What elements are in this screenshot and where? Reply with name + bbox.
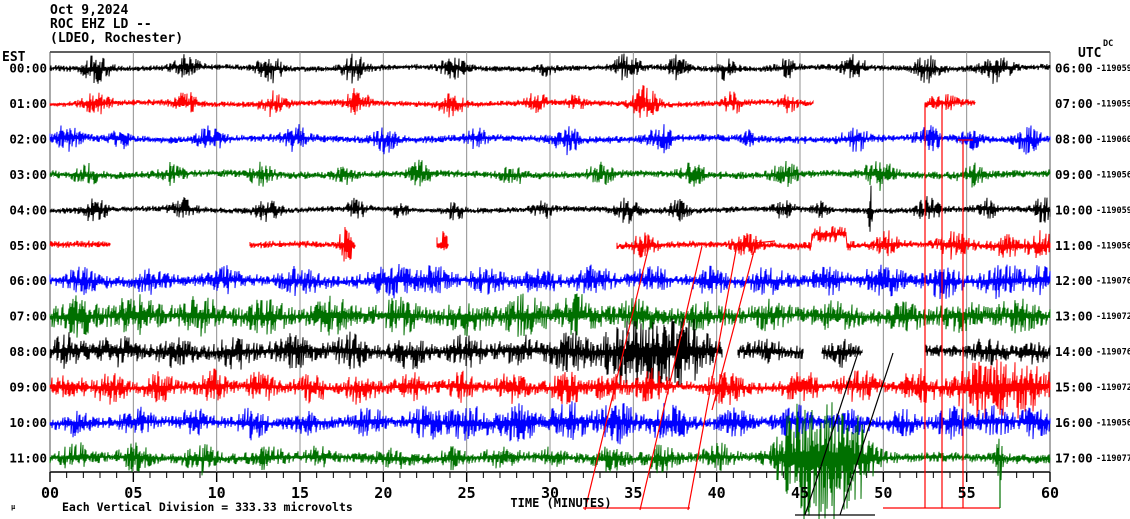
utc-time-label: 16:00	[1055, 415, 1093, 430]
trace-wrap-artifact	[711, 239, 758, 411]
dc-offset-value: -1190722	[1096, 312, 1130, 322]
dc-offset-value: -1190771	[1096, 454, 1130, 464]
dc-offset-value: -1190764	[1096, 277, 1130, 287]
x-tick-label: 00	[41, 484, 59, 502]
dc-column-label: DC	[1103, 39, 1113, 49]
dc-offset-value: -1190608	[1096, 135, 1130, 145]
trace-layer	[49, 53, 1051, 519]
x-tick-label: 25	[458, 484, 476, 502]
x-tick-label: 15	[291, 484, 309, 502]
trace-wrap-artifact	[687, 244, 738, 511]
est-time-label: 09:00	[9, 380, 47, 395]
est-time-label: 03:00	[9, 167, 47, 182]
utc-time-label: 12:00	[1055, 273, 1093, 288]
x-tick-label: 35	[624, 484, 642, 502]
utc-time-label: 15:00	[1055, 380, 1093, 395]
est-time-label: 06:00	[9, 273, 47, 288]
utc-time-label: 13:00	[1055, 309, 1093, 324]
dc-offset-value: -1190727	[1096, 383, 1130, 393]
right-axis-label: UTC	[1078, 46, 1101, 61]
dc-offset-value: -1190769	[1096, 348, 1130, 358]
x-tick-label: 55	[958, 484, 976, 502]
footer-scale-note: Each Vertical Division = 333.33 microvol…	[62, 500, 353, 514]
trace-row-0600	[49, 263, 1051, 300]
dc-offset-value: -1190591	[1096, 99, 1130, 109]
trace-row-0800	[821, 338, 863, 368]
trace-row-1100	[49, 402, 1051, 519]
trace-row-1000	[49, 401, 1051, 445]
trace-row-0500	[616, 226, 1051, 260]
artifact-layer	[583, 104, 1001, 516]
x-axis-title: TIME (MINUTES)	[510, 496, 611, 510]
x-tick-label: 10	[208, 484, 226, 502]
utc-time-label: 09:00	[1055, 167, 1093, 182]
est-time-label: 01:00	[9, 96, 47, 111]
est-time-label: 10:00	[9, 415, 47, 430]
x-tick-label: 30	[541, 484, 559, 502]
microvolt-symbol: µ	[11, 503, 16, 511]
utc-time-label: 10:00	[1055, 202, 1093, 217]
x-tick-label: 60	[1041, 484, 1059, 502]
trace-wrap-artifact	[639, 245, 703, 511]
x-tick-label: 05	[124, 484, 142, 502]
trace-row-0300	[49, 159, 1051, 191]
est-time-label: 04:00	[9, 202, 47, 217]
dc-offset-value: -1190592	[1096, 64, 1130, 74]
trace-wrap-artifact	[839, 352, 894, 516]
est-time-label: 02:00	[9, 131, 47, 146]
est-time-label: 08:00	[9, 344, 47, 359]
trace-row-0000	[49, 53, 1051, 84]
x-tick-label: 20	[374, 484, 392, 502]
trace-row-0800	[737, 338, 804, 364]
trace-row-0900	[49, 359, 1051, 419]
est-time-label: 07:00	[9, 309, 47, 324]
utc-time-label: 06:00	[1055, 61, 1093, 76]
header-location: (LDEO, Rochester)	[50, 31, 183, 46]
est-time-label: 00:00	[9, 61, 47, 76]
x-tick-label: 40	[708, 484, 726, 502]
grid-layer	[49, 51, 1051, 482]
dc-offset-value: -1190568	[1096, 241, 1130, 251]
trace-row-0500	[436, 231, 449, 251]
utc-time-label: 11:00	[1055, 238, 1093, 253]
trace-wrap-artifact	[584, 245, 650, 511]
utc-time-label: 07:00	[1055, 96, 1093, 111]
dc-offset-value: -1190562	[1096, 170, 1130, 180]
trace-row-0400	[49, 185, 1051, 232]
trace-row-0500	[249, 226, 356, 262]
x-tick-label: 45	[791, 484, 809, 502]
est-time-label: 05:00	[9, 238, 47, 253]
header-station: ROC EHZ LD --	[50, 17, 152, 32]
trace-row-0500	[49, 240, 111, 248]
est-time-label: 11:00	[9, 450, 47, 465]
dc-offset-value: -1190596	[1096, 206, 1130, 216]
trace-row-0800	[924, 338, 1051, 366]
label-layer: Oct 9,2024 ROC EHZ LD -- (LDEO, Rocheste…	[2, 3, 1130, 514]
utc-time-label: 17:00	[1055, 450, 1093, 465]
left-axis-label: EST	[2, 50, 26, 65]
trace-row-0200	[49, 124, 1051, 156]
trace-row-0700	[49, 293, 1051, 338]
x-tick-label: 50	[874, 484, 892, 502]
trace-row-0800	[49, 317, 723, 392]
trace-row-0100	[924, 94, 976, 111]
trace-wrap-artifact	[804, 352, 859, 516]
utc-time-label: 08:00	[1055, 131, 1093, 146]
utc-time-label: 14:00	[1055, 344, 1093, 359]
header-date: Oct 9,2024	[50, 3, 128, 18]
trace-row-0100	[49, 85, 814, 118]
dc-offset-value: -1190567	[1096, 419, 1130, 429]
trace-wrap-artifact	[736, 240, 776, 246]
